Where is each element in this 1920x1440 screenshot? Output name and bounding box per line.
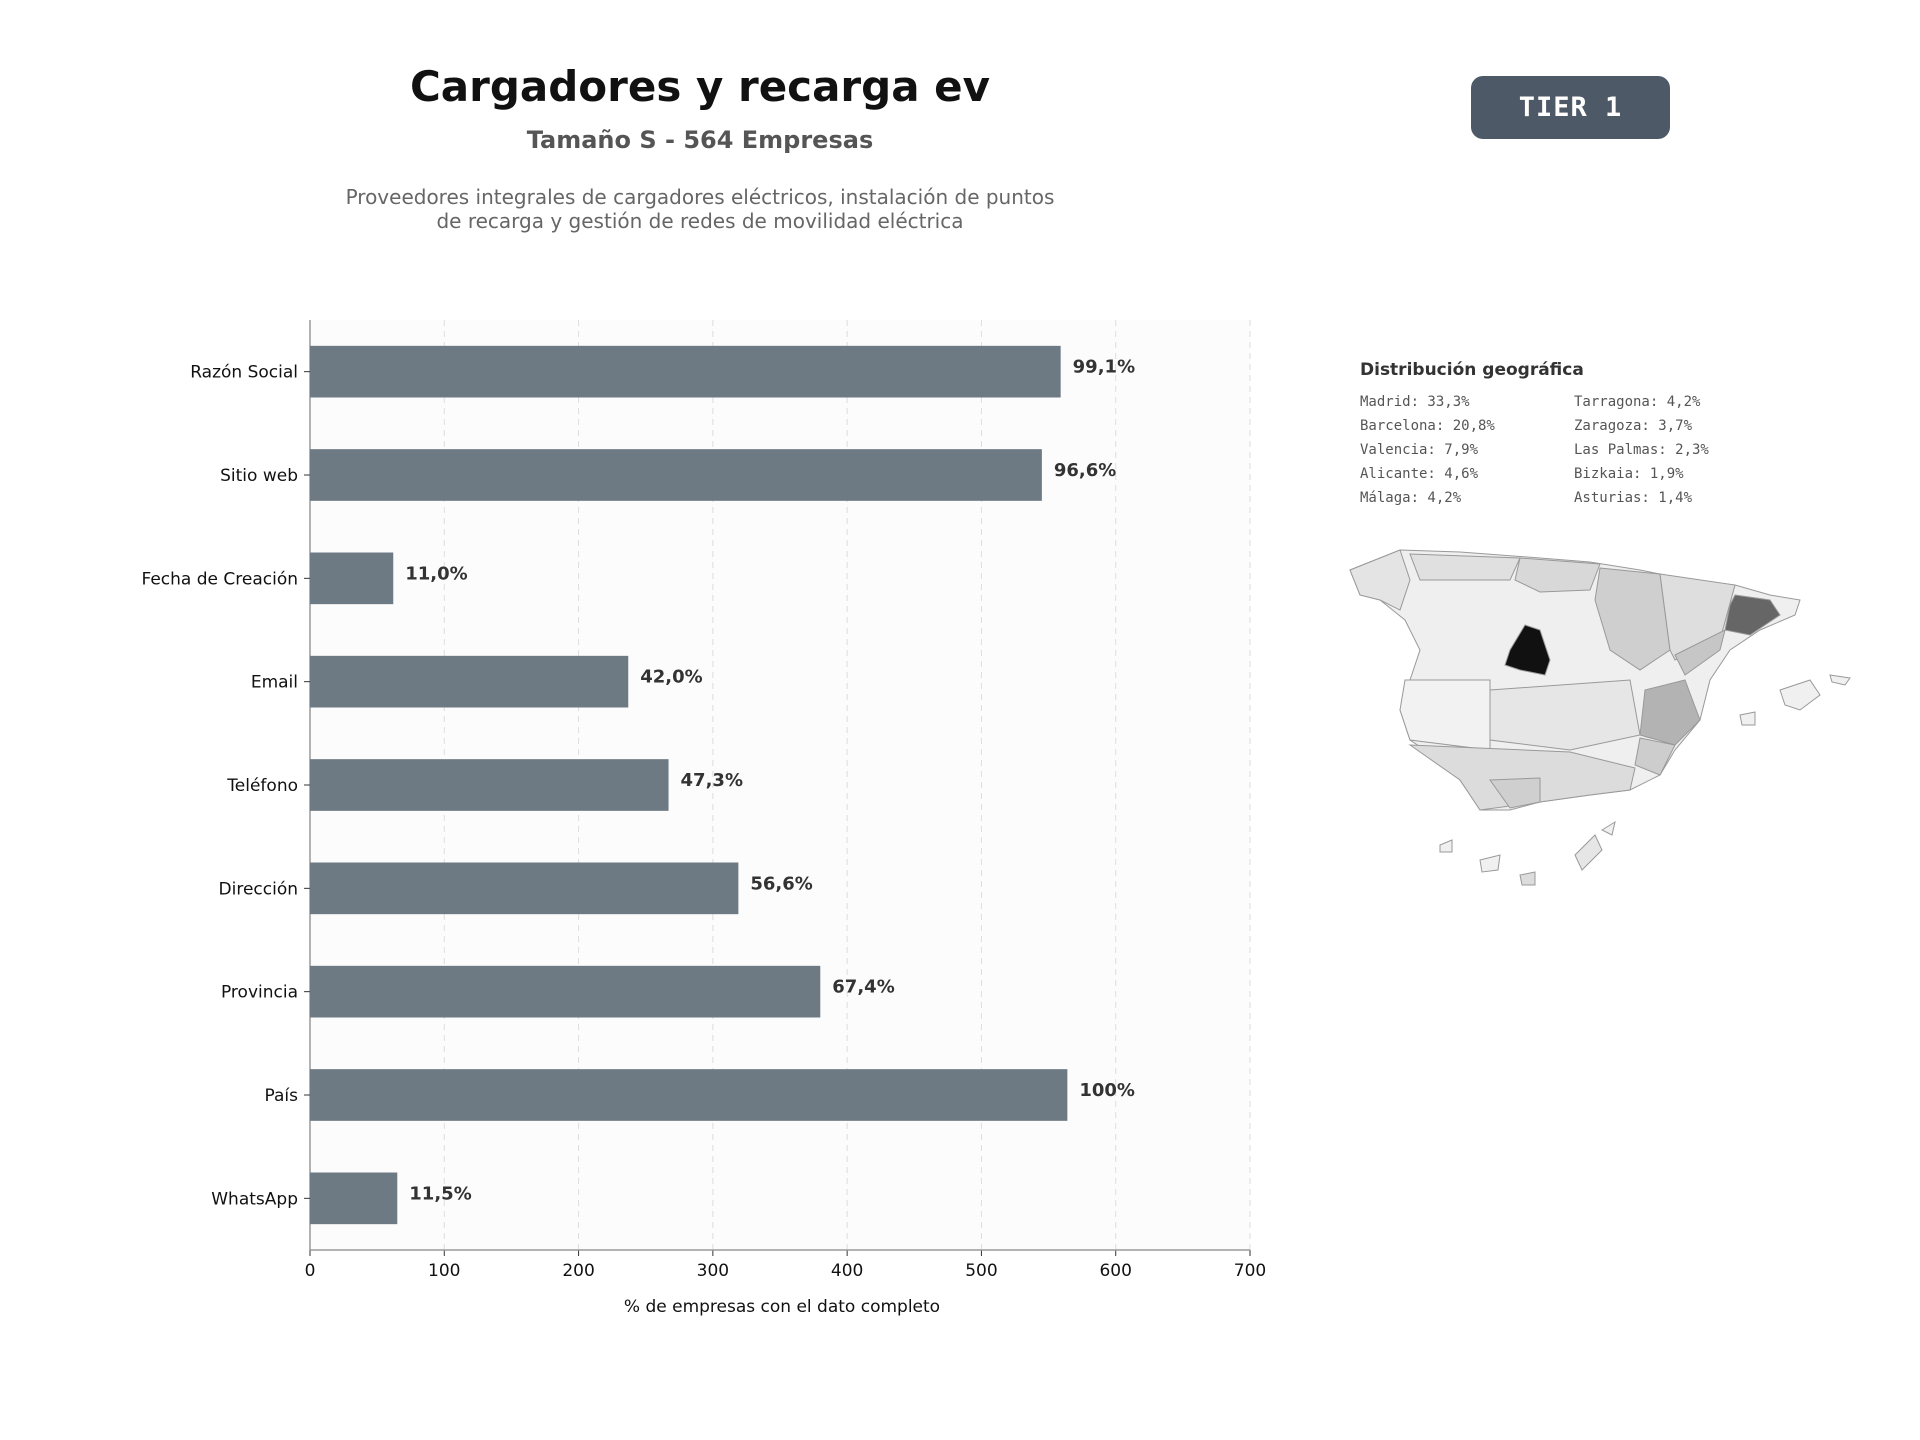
geo-item: Zaragoza: 3,7%: [1574, 418, 1693, 434]
geo-item: Málaga: 4,2%: [1360, 490, 1462, 506]
geo-item: Valencia: 7,9%: [1360, 442, 1479, 458]
y-tick-label: Provincia: [221, 983, 298, 1003]
map-canary-3: [1519, 871, 1536, 886]
geo-item: Asturias: 1,4%: [1574, 490, 1693, 506]
data-label: 100%: [1079, 1080, 1135, 1101]
geo-item: Alicante: 4,6%: [1360, 466, 1479, 482]
map-region-galicia: [1349, 549, 1411, 611]
x-tick-label: 200: [562, 1261, 594, 1281]
map-balearic-menorca: [1829, 674, 1851, 686]
map-canary-4: [1574, 834, 1603, 871]
map-region-andalucia: [1408, 744, 1636, 811]
map-region-malaga: [1489, 777, 1541, 809]
bar: [310, 1172, 398, 1225]
geo-item: Tarragona: 4,2%: [1574, 394, 1701, 410]
map-region-barcelona: [1724, 594, 1781, 636]
map-canary-5: [1600, 820, 1616, 836]
geo-list: Madrid: 33,3% Tarragona: 4,2% Barcelona:…: [1360, 394, 1800, 506]
geo-item: Barcelona: 20,8%: [1360, 418, 1495, 434]
map-region-central: [1489, 679, 1641, 751]
map-region-west: [1399, 679, 1491, 751]
x-tick-label: 100: [428, 1261, 460, 1281]
geo-item: Las Palmas: 2,3%: [1574, 442, 1709, 458]
y-tick-label: Teléfono: [226, 776, 298, 796]
map-region-north: [1409, 553, 1521, 581]
map-balearic-ibiza: [1739, 711, 1756, 726]
x-axis-label: % de empresas con el dato completo: [624, 1297, 940, 1317]
bar: [310, 1069, 1068, 1121]
y-tick-label: Razón Social: [190, 363, 298, 383]
x-tick-label: 700: [1234, 1261, 1266, 1281]
map-region-tarragona: [1674, 629, 1726, 676]
bar-chart: 0 100 200 300 400 500 600 700 Razón Social 99,1% S…: [141, 320, 1266, 1317]
y-tick-label: País: [265, 1086, 299, 1106]
description-line-1: Proveedores integrales de cargadores elé…: [345, 185, 1055, 209]
geo-item: Bizkaia: 1,9%: [1574, 466, 1684, 482]
x-tick-label: 600: [1099, 1261, 1131, 1281]
data-label: 99,1%: [1073, 357, 1135, 378]
y-tick-label: Dirección: [219, 879, 298, 899]
map-region-alicante: [1634, 737, 1676, 776]
chart-title: Cargadores y recarga ev: [409, 62, 991, 111]
map-region-basque: [1514, 557, 1601, 593]
geo-distribution: Distribución geográfica Madrid: 33,3% Ta…: [1360, 360, 1800, 506]
bar: [310, 965, 821, 1018]
description: Proveedores integrales de cargadores elé…: [320, 185, 1080, 233]
x-tick-label: 400: [831, 1261, 863, 1281]
data-label: 11,0%: [405, 563, 467, 584]
bar: [310, 345, 1061, 398]
map-balearic-mallorca: [1779, 679, 1821, 711]
geo-item: Madrid: 33,3%: [1360, 394, 1470, 410]
y-tick-label: Fecha de Creación: [141, 569, 298, 589]
map-canary-2: [1479, 854, 1501, 873]
y-tick-label: WhatsApp: [211, 1189, 298, 1209]
spain-map: [1349, 549, 1851, 886]
map-region-madrid: [1504, 624, 1551, 676]
data-label: 42,0%: [640, 667, 702, 688]
description-line-2: de recarga y gestión de redes de movilid…: [436, 209, 964, 233]
map-region-valencia: [1639, 679, 1701, 746]
x-tick-label: 300: [697, 1261, 729, 1281]
bar: [310, 655, 629, 708]
data-label: 11,5%: [409, 1183, 471, 1204]
bar: [310, 759, 669, 811]
map-canary-1: [1439, 839, 1453, 853]
data-label: 56,6%: [750, 873, 812, 894]
tier-badge: TIER 1: [1471, 76, 1670, 139]
chart-subtitle: Tamaño S - 564 Empresas: [526, 126, 874, 154]
data-label: 47,3%: [681, 770, 743, 791]
x-tick-label: 500: [965, 1261, 997, 1281]
bar: [310, 552, 394, 605]
y-tick-label: Sitio web: [220, 466, 298, 486]
x-tick-label: 0: [305, 1261, 316, 1281]
y-tick-label: Email: [251, 673, 298, 693]
geo-title: Distribución geográfica: [1360, 360, 1584, 380]
bar: [310, 862, 739, 915]
data-label: 96,6%: [1054, 460, 1116, 481]
bar: [310, 449, 1042, 501]
data-label: 67,4%: [832, 977, 894, 998]
